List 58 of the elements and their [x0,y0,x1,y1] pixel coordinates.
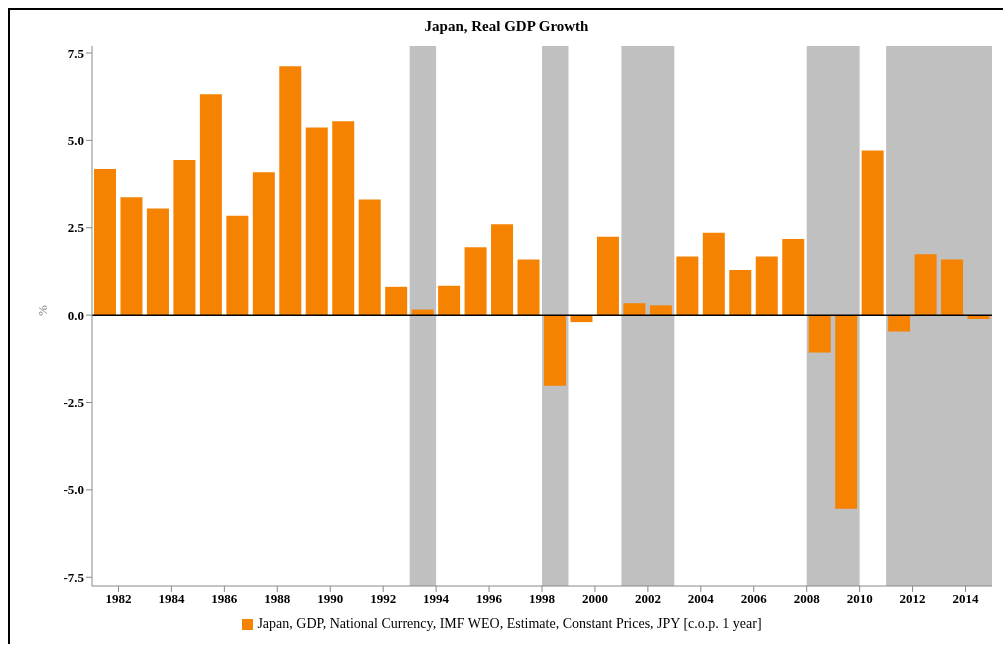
x-tick-label: 1996 [476,591,503,607]
y-tick-label: -2.5 [63,395,85,411]
bar [173,159,196,316]
bar [861,150,884,316]
bar [596,236,619,316]
bar [941,259,964,316]
x-tick-label: 1988 [264,591,291,607]
y-tick-label: -5.0 [63,482,84,498]
bar [438,285,461,316]
bar [464,247,487,316]
x-tick-label: 2014 [952,591,980,607]
bar [702,232,725,316]
y-tick-label: 5.0 [67,132,84,148]
y-tick-label: 7.5 [67,45,85,61]
bar [226,215,249,316]
x-tick-label: 2008 [793,591,821,607]
y-tick-label: 0.0 [67,307,84,323]
x-tick-label: 1990 [317,591,344,607]
bar [623,303,646,316]
legend-label: Japan, GDP, National Currency, IMF WEO, Estimate, Constant Prices, JPY [c.o.p. 1 year] [257,616,762,631]
x-tick-label: 2002 [634,591,661,607]
x-tick-label: 1998 [529,591,556,607]
bar [517,259,540,316]
bar [782,238,805,316]
bar [94,169,116,316]
bar [199,94,222,316]
bar [676,256,699,316]
bar [914,254,937,316]
bar [279,66,302,316]
bar [808,315,831,353]
x-tick-label: 2012 [899,591,926,607]
x-tick-label: 1992 [370,591,397,607]
x-tick-label: 1986 [211,591,238,607]
chart-title: Japan, Real GDP Growth [423,17,590,36]
x-tick-label: 1984 [158,591,185,607]
bar [835,315,858,509]
bar [649,305,672,316]
bar [252,172,275,316]
x-tick-label: 2000 [581,591,608,607]
bar [332,121,355,316]
x-tick-label: 2004 [687,591,715,607]
y-axis-title: % [34,305,50,316]
x-tick-label: 2006 [740,591,768,607]
bar [305,127,328,316]
bar [544,315,566,386]
bar [146,208,169,316]
x-tick-label: 1994 [423,591,450,607]
bar [358,199,381,316]
bar [729,270,752,316]
bar [755,256,778,316]
y-tick-label: 2.5 [67,220,85,236]
x-tick-label: 1982 [105,591,132,607]
bar [385,286,408,316]
bar [491,224,514,316]
bar [888,315,911,332]
y-tick-label: -7.5 [63,569,85,585]
x-tick-label: 2010 [846,591,873,607]
bar [120,197,143,316]
